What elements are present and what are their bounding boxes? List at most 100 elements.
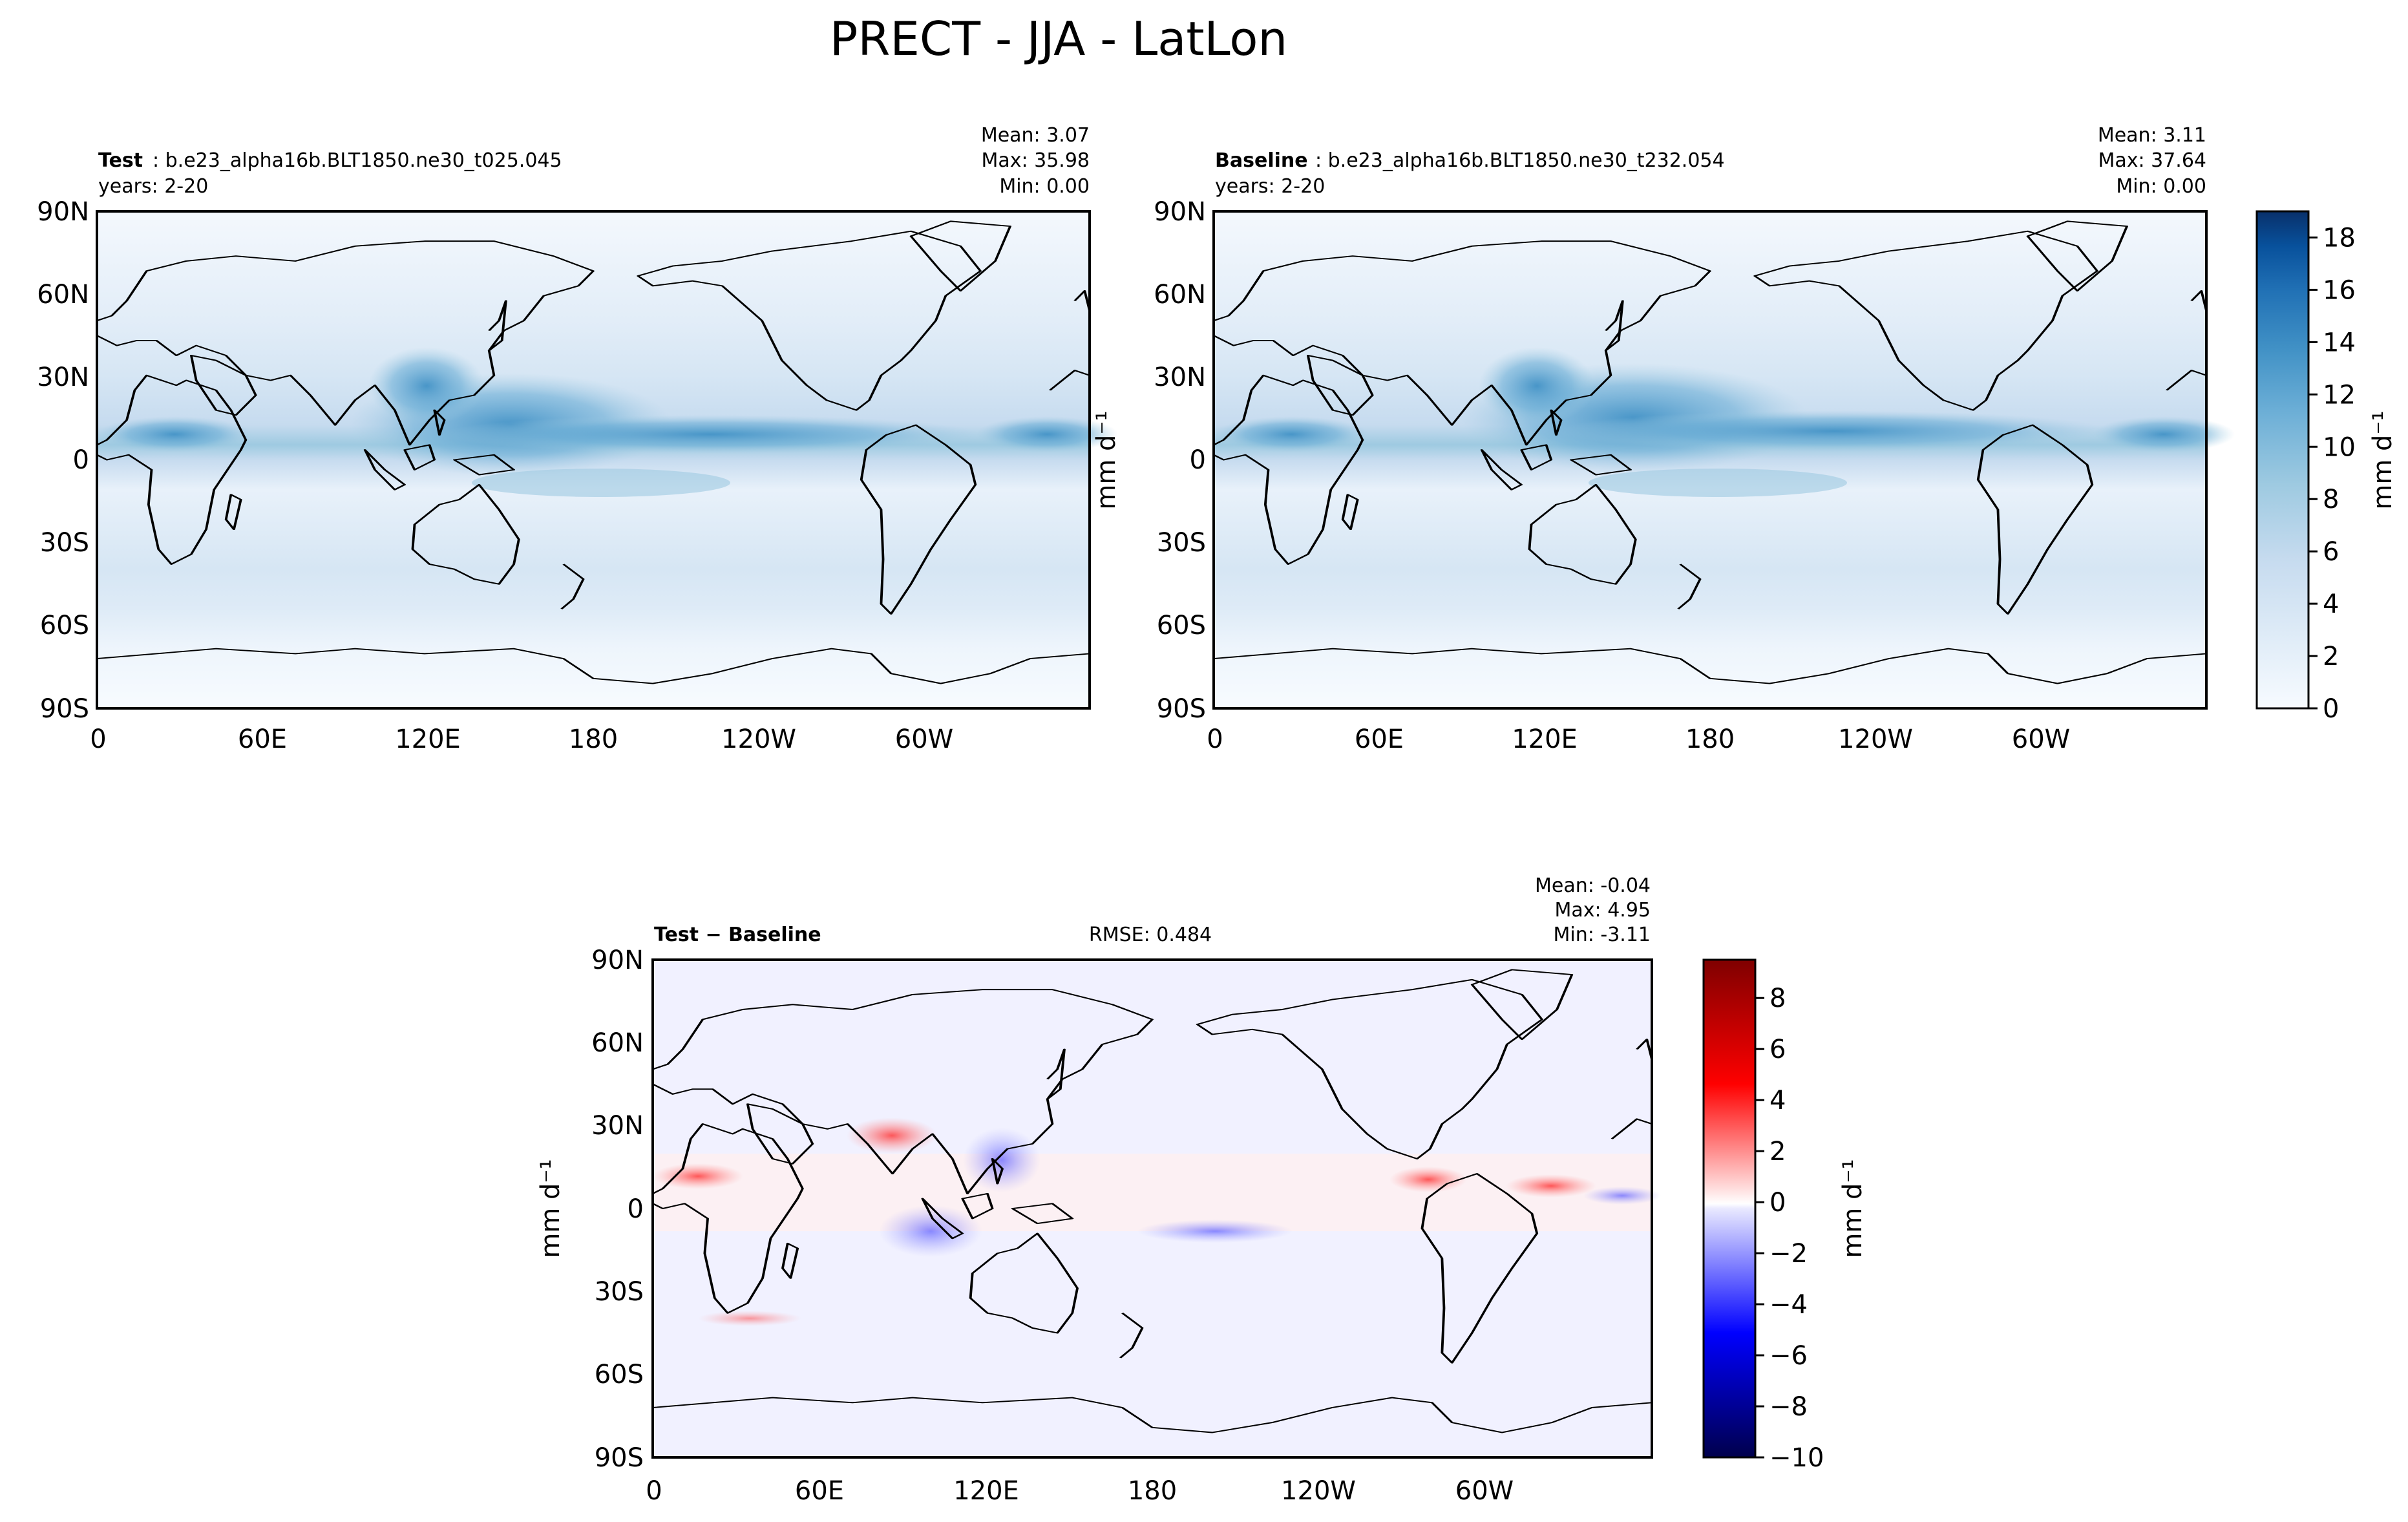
baseline-itcz-africa	[1214, 416, 1369, 452]
test-ytick-2: 30N	[37, 363, 89, 392]
baseline-label-rest: : b.e23_alpha16b.BLT1850.ne30_t232.054	[1315, 149, 1725, 172]
test-label-bold: Test	[98, 149, 143, 172]
test-ytick-6: 90S	[40, 694, 89, 724]
diff-colorbar-ticklabel-8: 6	[1769, 1035, 1786, 1064]
baseline-ytick-5: 60S	[1157, 611, 1206, 640]
diff-ytick-2: 30N	[591, 1111, 644, 1141]
precip-colorbar-ticklabel-4: 8	[2323, 485, 2339, 514]
baseline-itcz-atlantic	[2093, 416, 2235, 452]
baseline-ytick-2: 30N	[1154, 363, 1206, 392]
diff-x-ticks: 0 60E 120E 180 120W 60W	[646, 1476, 1514, 1506]
precip-colorbar-label: mm d⁻¹	[2368, 410, 2398, 509]
diff-blue-pacific	[1137, 1220, 1293, 1243]
diff-ytick-1: 60N	[591, 1028, 644, 1058]
precip-colorbar-ticklabel-2: 4	[2323, 589, 2339, 619]
baseline-xtick-2: 120E	[1512, 724, 1578, 754]
diff-xtick-3: 180	[1128, 1476, 1177, 1506]
test-years: years: 2-20	[98, 175, 208, 198]
baseline-ytick-1: 60N	[1154, 280, 1206, 310]
diff-ytick-5: 60S	[595, 1360, 644, 1390]
figure-title: PRECT - JJA - LatLon	[830, 12, 1287, 66]
diff-colorbar-ticklabel-0: −10	[1769, 1443, 1824, 1473]
precip-colorbar-ticklabel-3: 6	[2323, 537, 2339, 567]
diff-xtick-1: 60E	[795, 1476, 844, 1506]
test-xtick-1: 60E	[238, 724, 287, 754]
diff-stat-min: Min: -3.11	[1554, 924, 1651, 946]
baseline-stat-max: Max: 37.64	[2098, 149, 2206, 172]
diff-colorbar-ticklabel-1: −8	[1769, 1392, 1808, 1422]
diff-blue-indian	[879, 1205, 982, 1257]
diff-xtick-4: 120W	[1281, 1476, 1356, 1506]
baseline-panel: Baseline : b.e23_alpha16b.BLT1850.ne30_t…	[1092, 124, 2235, 754]
diff-colorbar-ticklabel-7: 4	[1769, 1086, 1786, 1115]
diff-xtick-2: 120E	[953, 1476, 1019, 1506]
test-spcz	[472, 469, 730, 497]
diff-colorbar: −10 −8 −6 −4 −2 0 2 4 6 8 mm d⁻¹	[1702, 958, 1868, 1473]
test-y-ticks: 90N 60N 30N 0 30S 60S 90S	[37, 197, 89, 724]
test-xtick-5: 60W	[895, 724, 953, 754]
baseline-y-ticks: 90N 60N 30N 0 30S 60S 90S	[1154, 197, 1206, 724]
diff-xtick-5: 60W	[1455, 1476, 1514, 1506]
diff-y-ticks: 90N 60N 30N 0 30S 60S 90S	[591, 946, 644, 1473]
precip-colorbar-ticklabel-8: 16	[2323, 275, 2356, 305]
baseline-ytick-6: 90S	[1157, 694, 1206, 724]
diff-stat-max: Max: 4.95	[1555, 899, 1651, 922]
diff-colorbar-ticklabel-9: 8	[1769, 984, 1786, 1013]
test-xtick-4: 120W	[721, 724, 796, 754]
precip-colorbar-ticklabel-6: 12	[2323, 380, 2356, 410]
diff-label: Test − Baseline	[654, 924, 821, 946]
diff-colorbar-ticklabel-4: −2	[1769, 1239, 1808, 1269]
diff-colorbar-ticklabel-2: −6	[1769, 1341, 1808, 1371]
diff-rmse: RMSE: 0.484	[1089, 924, 1212, 946]
diff-ytick-6: 90S	[595, 1443, 644, 1473]
diff-colorbar-fill	[1702, 958, 1757, 1459]
test-ytick-1: 60N	[37, 280, 89, 310]
diff-units-label: mm d⁻¹	[536, 1159, 565, 1258]
precip-colorbar-ticklabel-1: 2	[2323, 642, 2339, 671]
baseline-india	[1479, 347, 1595, 425]
precip-colorbar-ticklabel-9: 18	[2323, 223, 2356, 253]
baseline-map	[1212, 210, 2235, 710]
test-panel: Test : b.e23_alpha16b.BLT1850.ne30_t025.…	[37, 124, 1118, 754]
diff-red-central-america	[1389, 1167, 1467, 1192]
test-itcz-africa	[97, 416, 252, 452]
diff-frame	[651, 958, 1653, 1459]
baseline-x-ticks: 0 60E 120E 180 120W 60W	[1207, 724, 2070, 754]
baseline-ytick-3: 0	[1190, 445, 1206, 475]
precip-colorbar-fill	[2255, 210, 2310, 710]
diff-colorbar-ticklabel-5: 0	[1769, 1188, 1786, 1218]
baseline-xtick-3: 180	[1685, 724, 1735, 754]
test-label-rest: : b.e23_alpha16b.BLT1850.ne30_t025.045	[153, 149, 562, 172]
test-xtick-3: 180	[569, 724, 618, 754]
diff-colorbar-label: mm d⁻¹	[1838, 1159, 1868, 1258]
diff-ytick-4: 30S	[595, 1277, 644, 1307]
precip-colorbar-ticklabel-0: 0	[2323, 694, 2339, 724]
diff-blue-atlantic	[1583, 1187, 1661, 1205]
precip-colorbar-ticklabel-7: 14	[2323, 328, 2356, 357]
diff-red-africa	[653, 1163, 743, 1189]
baseline-xtick-5: 60W	[2012, 724, 2070, 754]
diff-tropics-band	[653, 1154, 1652, 1231]
test-stat-max: Max: 35.98	[981, 149, 1090, 172]
diff-panel: Test − Baseline RMSE: 0.484 Mean: -0.04 …	[536, 874, 1661, 1506]
baseline-ytick-4: 30S	[1157, 528, 1206, 558]
baseline-stat-min: Min: 0.00	[2116, 175, 2206, 198]
test-ytick-0: 90N	[37, 197, 89, 227]
baseline-xtick-1: 60E	[1355, 724, 1404, 754]
precip-colorbar-ticklabel-5: 10	[2323, 432, 2356, 462]
test-ytick-3: 0	[73, 445, 89, 475]
test-ytick-5: 60S	[40, 611, 89, 640]
baseline-years: years: 2-20	[1215, 175, 1325, 198]
diff-ytick-0: 90N	[591, 946, 644, 975]
test-xtick-0: 0	[90, 724, 106, 754]
test-x-ticks: 0 60E 120E 180 120W 60W	[90, 724, 953, 754]
test-frame	[96, 210, 1091, 710]
diff-xtick-0: 0	[646, 1476, 662, 1506]
test-india	[368, 347, 485, 425]
baseline-units-label: mm d⁻¹	[1092, 410, 1121, 509]
test-stat-mean: Mean: 3.07	[981, 124, 1090, 147]
test-itcz-atlantic	[976, 416, 1118, 452]
test-itcz-pacific	[439, 415, 982, 454]
diff-red-south	[698, 1311, 801, 1326]
